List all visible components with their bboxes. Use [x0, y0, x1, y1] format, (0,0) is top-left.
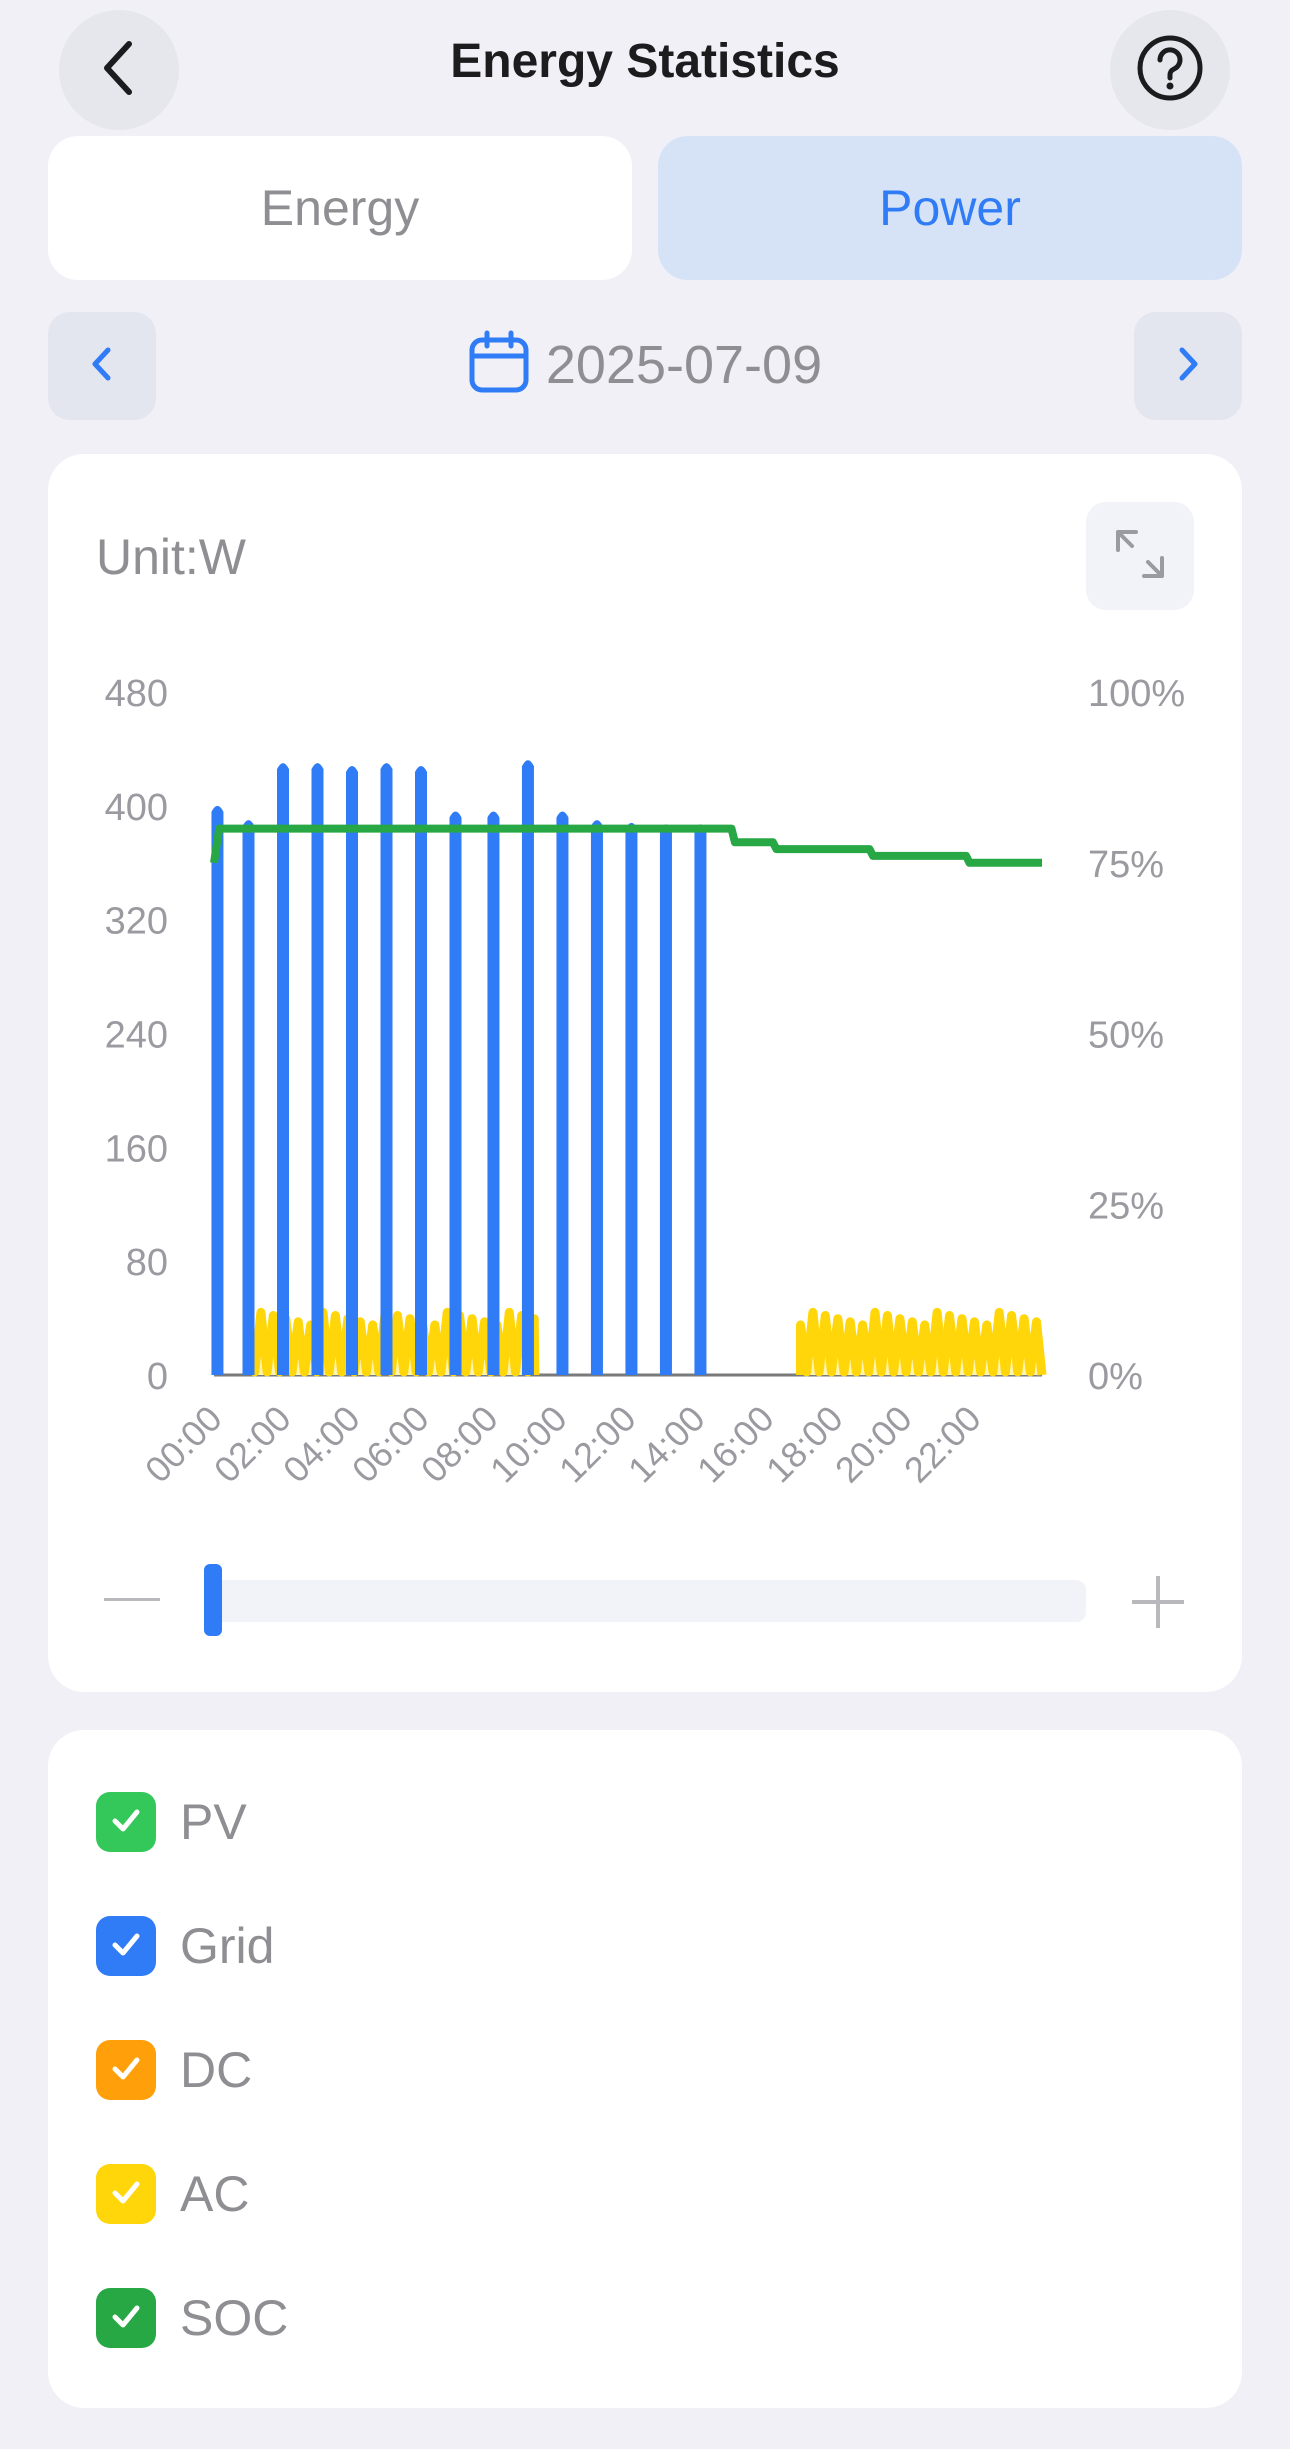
unit-label: Unit:W [96, 529, 246, 585]
grid-spike [211, 805, 224, 1375]
zoom-slider-track[interactable] [212, 1580, 1086, 1622]
date-selector[interactable]: 2025-07-09 [0, 330, 1290, 399]
legend-label-ac: AC [180, 2166, 250, 2222]
y-left-tick-label: 240 [105, 1015, 168, 1057]
grid-spike [449, 811, 462, 1375]
help-button[interactable] [1110, 10, 1230, 130]
x-tick-label: 06:00 [344, 1398, 437, 1491]
x-axis: 00:0002:0004:0006:0008:0010:0012:0014:00… [137, 1373, 1042, 1491]
legend-label-pv: PV [180, 1794, 247, 1850]
legend-card [48, 1730, 1242, 2408]
y-right-tick-label: 50% [1088, 1015, 1164, 1057]
legend-item-pv[interactable]: PV [96, 1792, 247, 1852]
y-left-tick-label: 320 [105, 901, 168, 943]
previous-day-button[interactable] [48, 312, 156, 420]
grid-spike [694, 824, 707, 1375]
soc-line [210, 824, 1042, 867]
ac-line [796, 1307, 1047, 1377]
power-chart: 480 400 320 240 160 80 0 100% 75% 50% 25% 0% 00:00… [105, 673, 1186, 1491]
x-tick-label: 14:00 [620, 1398, 713, 1491]
x-tick-label: 08:00 [413, 1398, 506, 1491]
chevron-right-icon [1172, 344, 1204, 389]
x-tick-label: 20:00 [827, 1398, 920, 1491]
zoom-out-button[interactable] [104, 1598, 160, 1601]
tab-power-label: Power [879, 180, 1021, 236]
grid-series [211, 760, 707, 1375]
x-tick-label: 00:00 [137, 1398, 230, 1491]
grid-spike [659, 824, 672, 1375]
checkbox-checked[interactable] [96, 2288, 156, 2348]
grid-spike [487, 811, 500, 1375]
x-tick-label: 10:00 [482, 1398, 575, 1491]
tab-power[interactable]: Power [658, 136, 1242, 280]
checkmark-icon [109, 2175, 143, 2214]
grid-spike [521, 760, 534, 1375]
tab-energy-label: Energy [260, 180, 420, 236]
y-right-tick-label: 75% [1088, 844, 1164, 886]
legend-item-soc[interactable]: SOC [96, 2288, 288, 2348]
checkbox-checked[interactable] [96, 2164, 156, 2224]
grid-spike [590, 820, 603, 1375]
back-button[interactable] [59, 10, 179, 130]
x-tick-label: 22:00 [896, 1398, 989, 1491]
y-right-tick-label: 0% [1088, 1356, 1143, 1398]
grid-spike [242, 820, 255, 1375]
y-right-tick-label: 25% [1088, 1185, 1164, 1227]
grid-spike [311, 763, 324, 1375]
question-circle-icon [1136, 34, 1204, 107]
zoom-in-button[interactable] [1130, 1574, 1186, 1630]
legend-item-grid[interactable]: Grid [96, 1916, 274, 1976]
calendar-icon [468, 330, 530, 399]
checkmark-icon [109, 2051, 143, 2090]
x-tick-label: 16:00 [689, 1398, 782, 1491]
date-text: 2025-07-09 [545, 334, 823, 395]
checkmark-icon [109, 1803, 143, 1842]
grid-spike [415, 765, 427, 1375]
checkmark-icon [109, 1927, 143, 1966]
y-axis-right: 100% 75% 50% 25% 0% [1088, 673, 1185, 1398]
y-left-tick-label: 480 [105, 673, 168, 715]
legend-label-soc: SOC [180, 2290, 289, 2346]
grid-spike [380, 763, 393, 1375]
grid-spike [277, 763, 289, 1375]
x-tick-label: 18:00 [758, 1398, 851, 1491]
page-title: Energy Statistics [450, 35, 840, 88]
checkbox-checked[interactable] [96, 1792, 156, 1852]
y-left-tick-label: 160 [105, 1128, 168, 1170]
next-day-button[interactable] [1134, 312, 1242, 420]
grid-spike [625, 822, 638, 1375]
chevron-left-icon [86, 344, 118, 389]
y-left-tick-label: 80 [126, 1242, 168, 1284]
ac-series [244, 1307, 1047, 1377]
y-left-tick-label: 400 [105, 787, 168, 829]
y-axis-left: 480 400 320 240 160 80 0 [105, 673, 168, 1398]
grid-spike [556, 811, 569, 1375]
checkbox-checked[interactable] [96, 1916, 156, 1976]
y-right-tick-label: 100% [1088, 673, 1185, 715]
legend-item-ac[interactable]: AC [96, 2164, 249, 2224]
checkbox-checked[interactable] [96, 2040, 156, 2100]
soc-series [210, 824, 1042, 867]
grid-spike [346, 765, 358, 1375]
expand-icon [1110, 524, 1170, 589]
x-tick-label: 12:00 [551, 1398, 644, 1491]
legend-item-dc[interactable]: DC [96, 2040, 252, 2100]
chevron-left-icon [95, 38, 143, 103]
zoom-slider-handle[interactable] [204, 1564, 222, 1636]
expand-button[interactable] [1086, 502, 1194, 610]
legend-label-grid: Grid [180, 1918, 275, 1974]
tab-energy[interactable]: Energy [48, 136, 632, 280]
x-tick-label: 02:00 [206, 1398, 299, 1491]
legend-label-dc: DC [180, 2042, 253, 2098]
y-left-tick-label: 0 [147, 1356, 168, 1398]
checkmark-icon [109, 2299, 143, 2338]
x-tick-label: 04:00 [275, 1398, 368, 1491]
plus-icon [1130, 1576, 1186, 1634]
